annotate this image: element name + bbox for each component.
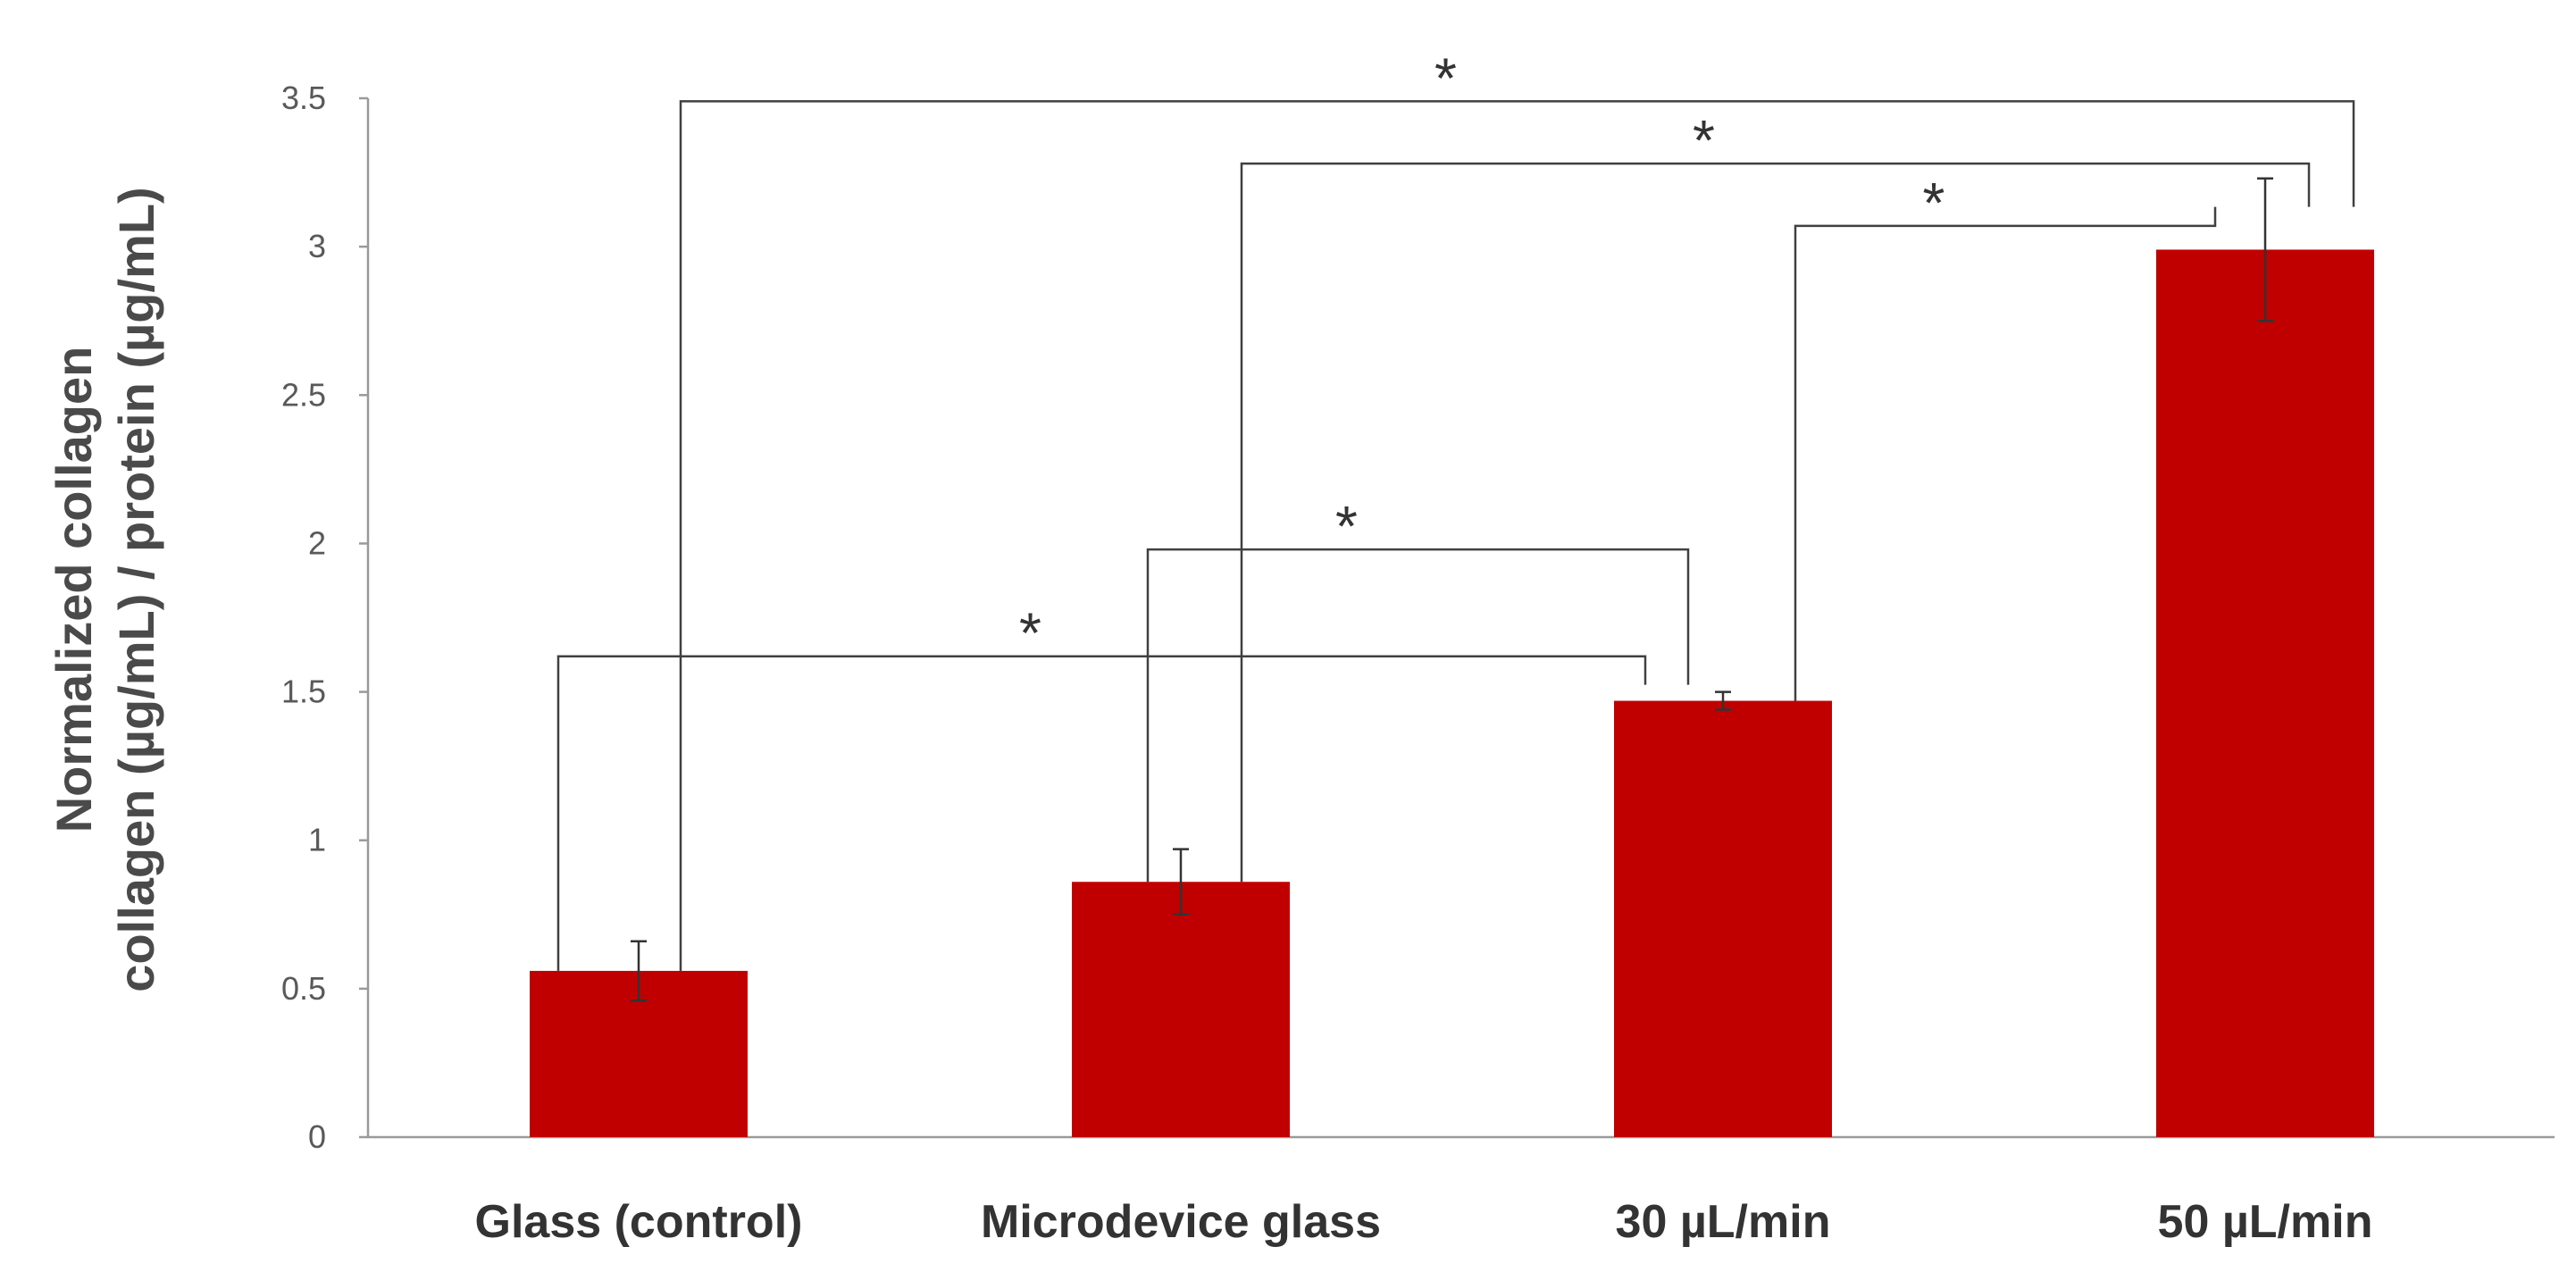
significance-bracket [556,655,1647,971]
x-category-label: 30 µL/min [1616,1196,1831,1248]
x-category-label: Microdevice glass [981,1196,1381,1248]
bars [530,249,2374,1138]
significance-bracket [1240,162,2311,883]
significance-star: * [1335,494,1358,558]
y-axis-title: Normalized collagen collagen (µg/mL) / p… [46,187,164,992]
y-tick-label: 3 [308,228,326,264]
bar [1072,882,1290,1137]
significance-bracket [1794,206,2217,701]
bar [1614,700,1832,1137]
significance-bracket [1146,548,1690,883]
y-axis-title-line-1: Normalized collagen [46,347,102,833]
x-axis-category-labels: Glass (control) Microdevice glass 30 µL/mi… [475,1196,2373,1248]
significance-star: * [1923,171,1945,235]
y-tick-label: 0 [308,1118,326,1155]
significance-star: * [1019,601,1041,665]
significance-bracket [679,100,2355,971]
y-tick-label: 2 [308,524,326,561]
error-bars [631,177,2273,1002]
y-tick-label: 2.5 [281,376,326,413]
significance-brackets: * * * * * [556,46,2355,971]
x-category-label: 50 µL/min [2158,1196,2373,1248]
x-category-label: Glass (control) [475,1196,803,1248]
y-tick-label: 0.5 [281,970,326,1007]
y-tick-label: 1.5 [281,674,326,710]
significance-star: * [1434,46,1457,110]
y-axis-title-line-2: collagen (µg/mL) / protein (µg/mL) [108,187,164,992]
y-axis-ticks: 0 0.5 1 1.5 2 2.5 3 3.5 [281,80,368,1155]
y-tick-label: 3.5 [281,80,326,116]
significance-star: * [1693,108,1715,172]
bar [2156,249,2374,1138]
y-tick-label: 1 [308,822,326,858]
